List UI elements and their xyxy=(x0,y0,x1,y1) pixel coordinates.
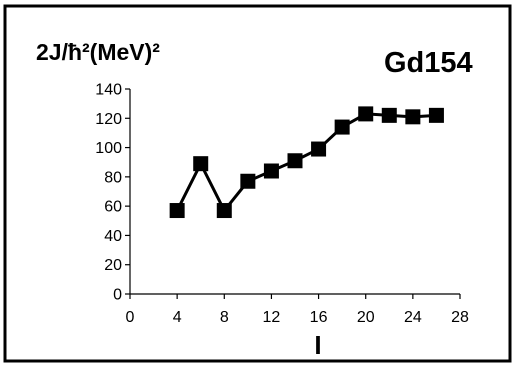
x-ticks: 0 4 8 12 16 20 24 28 xyxy=(126,294,469,326)
x-tick-label: 28 xyxy=(451,309,469,326)
y-tick-label: 120 xyxy=(95,111,122,128)
data-series xyxy=(169,106,444,219)
y-ticks: 0 20 40 60 80 100 120 140 xyxy=(95,82,130,304)
data-point xyxy=(428,107,444,123)
data-point xyxy=(169,203,185,219)
y-tick-label: 100 xyxy=(95,140,122,157)
y-tick-label: 140 xyxy=(95,82,122,99)
data-point xyxy=(311,141,327,157)
data-point xyxy=(240,173,256,189)
x-tick-label: 4 xyxy=(173,309,182,326)
x-tick-label: 24 xyxy=(404,309,422,326)
data-point xyxy=(405,109,421,125)
data-point xyxy=(334,119,350,135)
data-point xyxy=(358,106,374,122)
chart-border xyxy=(3,4,512,363)
y-tick-label: 20 xyxy=(104,257,122,274)
data-point xyxy=(287,153,303,169)
data-point xyxy=(216,203,232,219)
x-tick-label: 0 xyxy=(126,309,135,326)
y-tick-label: 60 xyxy=(104,199,122,216)
x-axis-label: I xyxy=(314,330,321,360)
y-tick-label: 0 xyxy=(113,287,122,304)
y-tick-label: 80 xyxy=(104,169,122,186)
y-axis-label: 2J/ħ²(MeV)² xyxy=(36,39,160,65)
data-point xyxy=(381,107,397,123)
data-point xyxy=(193,156,209,172)
x-tick-label: 12 xyxy=(263,309,281,326)
y-tick-label: 40 xyxy=(104,228,122,245)
chart-title: Gd154 xyxy=(384,47,473,79)
data-point xyxy=(263,163,279,179)
x-tick-label: 8 xyxy=(220,309,229,326)
x-tick-label: 16 xyxy=(310,309,328,326)
x-tick-label: 20 xyxy=(357,309,375,326)
